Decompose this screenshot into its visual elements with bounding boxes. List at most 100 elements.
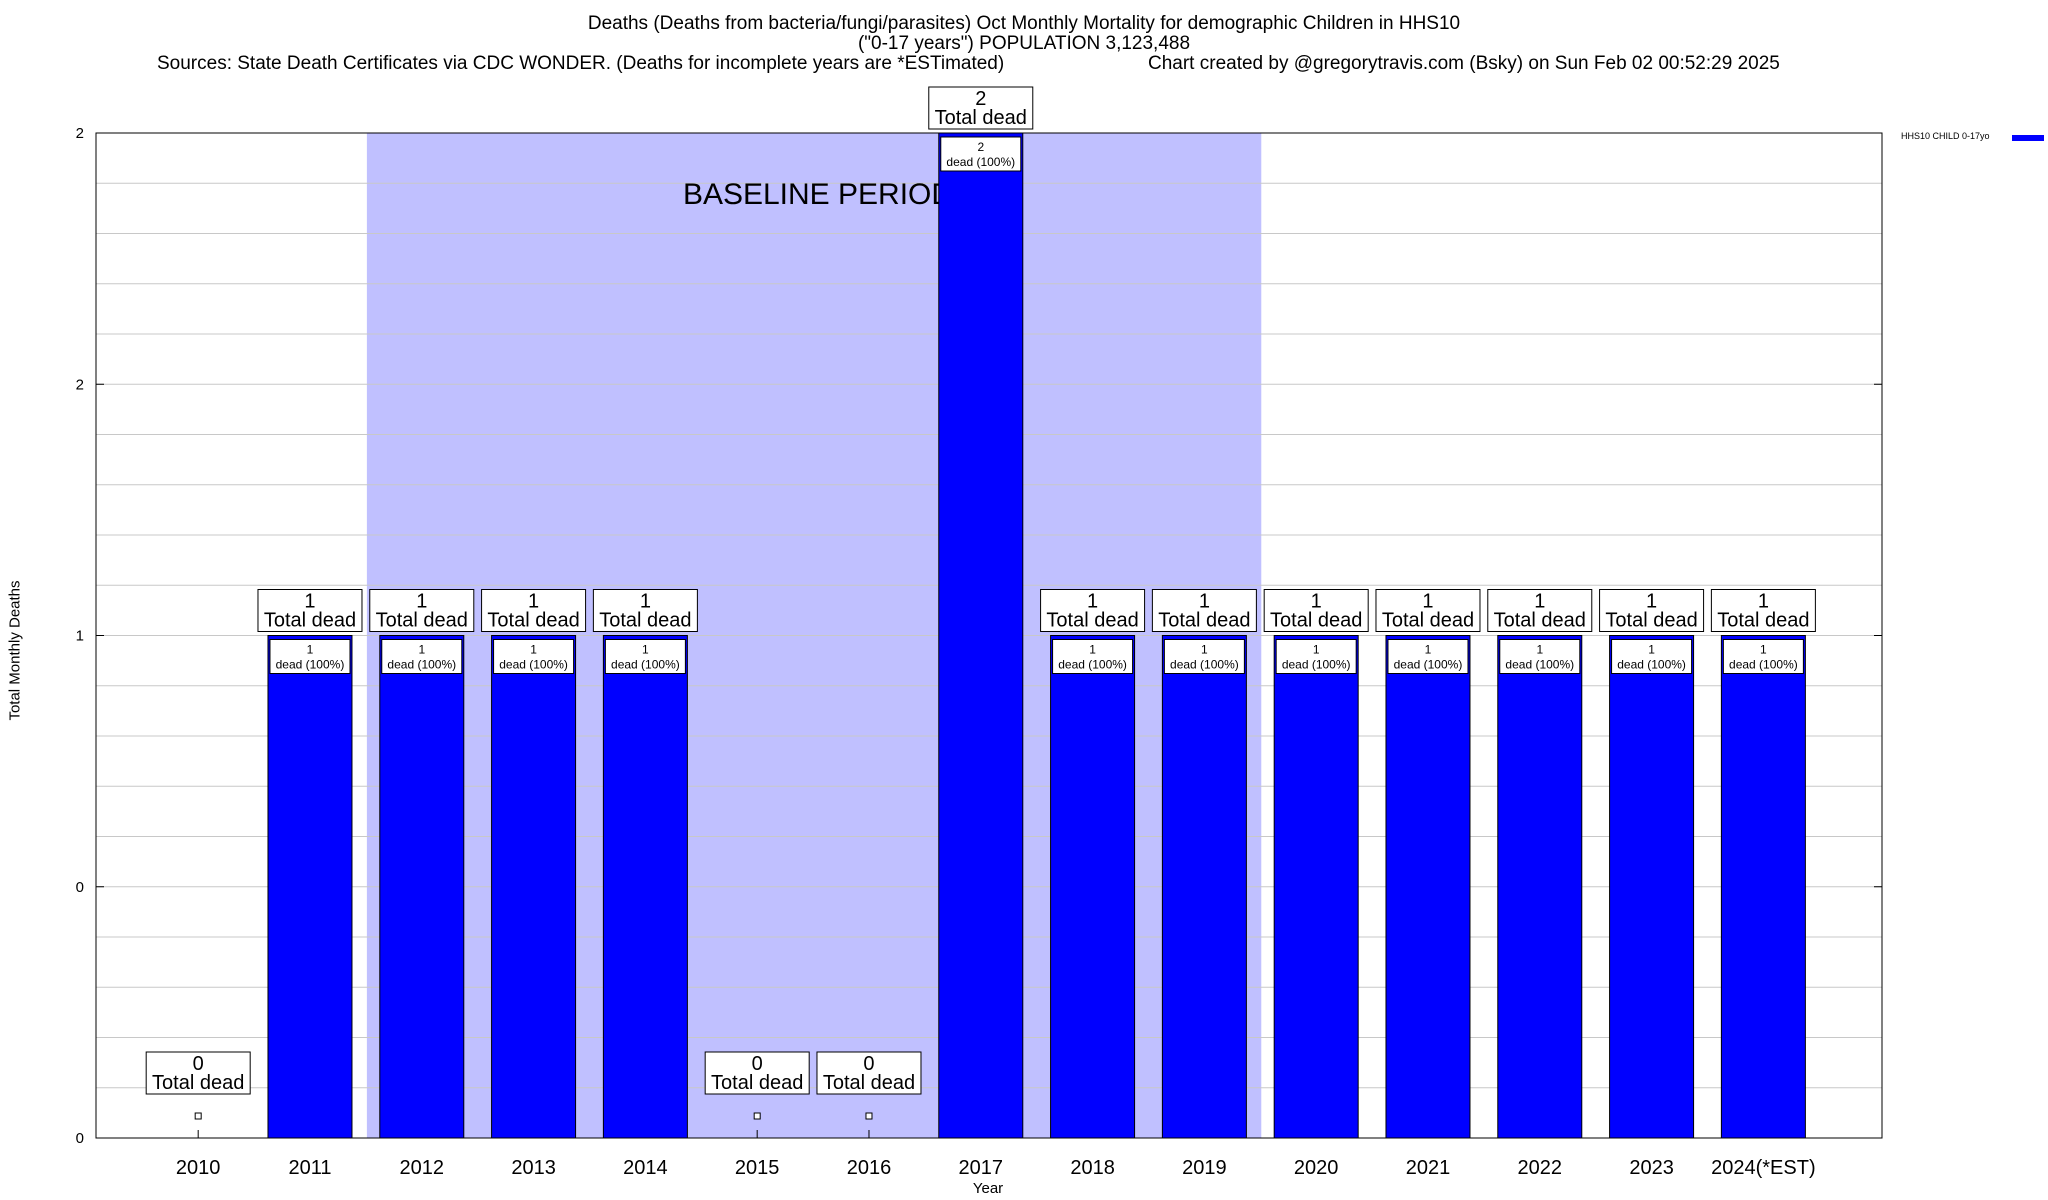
x-tick-label: 2022	[1518, 1157, 1563, 1179]
total-label-value: 1	[1087, 591, 1098, 613]
bar-inner-label: dead (100%)	[611, 658, 680, 672]
total-label-box	[481, 589, 587, 632]
baseline-label: BASELINE PERIOD	[683, 178, 953, 211]
bar-inner-label-box	[1163, 639, 1245, 674]
bar-inner-label: dead (100%)	[1394, 658, 1463, 672]
total-label-box	[369, 589, 475, 632]
y-tick-label: 1	[76, 628, 84, 645]
bar-inner-value: 2	[977, 140, 984, 154]
total-label-text: Total dead	[487, 610, 579, 632]
total-label-text: Total dead	[264, 610, 356, 632]
bar-inner-label-box	[604, 639, 686, 674]
bar-inner-value: 1	[1089, 643, 1096, 657]
total-label-text: Total dead	[1382, 610, 1474, 632]
total-label-box	[592, 589, 698, 632]
bar-inner-label-box	[269, 639, 351, 674]
total-label-box	[928, 86, 1034, 130]
bar-inner-label: dead (100%)	[387, 658, 456, 672]
y-axis-label: Total Monthly Deaths	[6, 580, 24, 721]
bar	[938, 132, 1024, 1139]
bar-inner-value: 1	[418, 643, 425, 657]
total-label-text: Total dead	[376, 610, 468, 632]
bar-inner-value: 1	[1201, 643, 1208, 657]
bar-inner-label-box	[381, 639, 463, 674]
total-label-value: 2	[975, 88, 986, 110]
total-label-value: 1	[1534, 591, 1545, 613]
bar-inner-value: 1	[1536, 643, 1543, 657]
bar-inner-label: dead (100%)	[946, 155, 1015, 169]
bar	[267, 635, 353, 1139]
bar-inner-label: dead (100%)	[276, 658, 345, 672]
total-label-box	[1375, 589, 1481, 632]
bar-inner-value: 1	[530, 643, 537, 657]
bar-inner-label: dead (100%)	[1505, 658, 1574, 672]
total-label-text: Total dead	[935, 107, 1027, 129]
bar-inner-label-box	[940, 136, 1022, 172]
chart-title-line-2: ("0-17 years") POPULATION 3,123,488	[857, 33, 1191, 54]
total-label-value: 1	[1422, 591, 1433, 613]
total-label-box	[1487, 589, 1593, 632]
bar-inner-value: 1	[1648, 643, 1655, 657]
x-tick-label: 2023	[1629, 1157, 1674, 1179]
total-label-text: Total dead	[1494, 610, 1586, 632]
total-label-text: Total dead	[1158, 610, 1250, 632]
bar	[1385, 635, 1471, 1139]
bar-inner-label: dead (100%)	[1058, 658, 1127, 672]
bar-inner-label: dead (100%)	[1170, 658, 1239, 672]
total-label-value: 1	[1311, 591, 1322, 613]
total-label-box	[1263, 589, 1369, 632]
bar	[379, 635, 465, 1139]
x-tick-label: 2010	[176, 1157, 221, 1179]
bar-inner-label: dead (100%)	[1282, 658, 1351, 672]
total-label-text: Total dead	[1717, 610, 1809, 632]
total-label-value: 1	[528, 591, 539, 613]
total-label-value: 1	[1646, 591, 1657, 613]
y-tick-label: 0	[76, 1130, 84, 1147]
total-label-box	[1040, 589, 1146, 632]
total-label-text: Total dead	[599, 610, 691, 632]
bar	[1720, 635, 1806, 1139]
x-tick-label: 2017	[959, 1157, 1004, 1179]
bar	[1161, 635, 1247, 1139]
bar	[1273, 635, 1359, 1139]
total-label-value: 1	[416, 591, 427, 613]
zero-marker	[194, 1112, 202, 1120]
zero-marker	[865, 1112, 873, 1120]
bar	[1609, 635, 1695, 1139]
bar-inner-label: dead (100%)	[1617, 658, 1686, 672]
zero-marker	[753, 1112, 761, 1120]
chart-sources: Sources: State Death Certificates via CD…	[157, 53, 1005, 74]
bar	[1497, 635, 1583, 1139]
x-tick-label: 2024(*EST)	[1711, 1157, 1816, 1179]
total-label-box	[816, 1051, 922, 1095]
bar-inner-label: dead (100%)	[1729, 658, 1798, 672]
total-label-box	[1599, 589, 1705, 632]
x-axis-label: Year	[972, 1180, 1004, 1197]
legend-series-label: HHS10 CHILD 0-17yo	[1901, 131, 1990, 141]
total-label-text: Total dead	[152, 1072, 244, 1094]
total-label-value: 1	[1758, 591, 1769, 613]
x-tick-label: 2020	[1294, 1157, 1339, 1179]
x-tick-label: 2012	[400, 1157, 445, 1179]
bar	[1050, 635, 1136, 1139]
total-label-text: Total dead	[1270, 610, 1362, 632]
bar-inner-label-box	[1499, 639, 1581, 674]
bar-inner-value: 1	[1313, 643, 1320, 657]
y-tick-label: 2	[76, 125, 84, 142]
y-tick-label: 2	[76, 376, 84, 393]
total-label-text: Total dead	[823, 1072, 915, 1094]
x-tick-label: 2011	[288, 1157, 331, 1179]
x-tick-label: 2021	[1406, 1157, 1451, 1179]
bar-inner-label-box	[493, 639, 575, 674]
bar-inner-value: 1	[307, 643, 314, 657]
bar-inner-label-box	[1275, 639, 1357, 674]
total-label-box	[145, 1051, 251, 1095]
total-label-value: 1	[304, 591, 315, 613]
y-tick-label: 0	[76, 879, 84, 896]
bar-inner-label-box	[1722, 639, 1804, 674]
total-label-box	[704, 1051, 810, 1095]
bar-inner-label-box	[1387, 639, 1469, 674]
bar-inner-value: 1	[1425, 643, 1432, 657]
bar-inner-value: 1	[1760, 643, 1767, 657]
